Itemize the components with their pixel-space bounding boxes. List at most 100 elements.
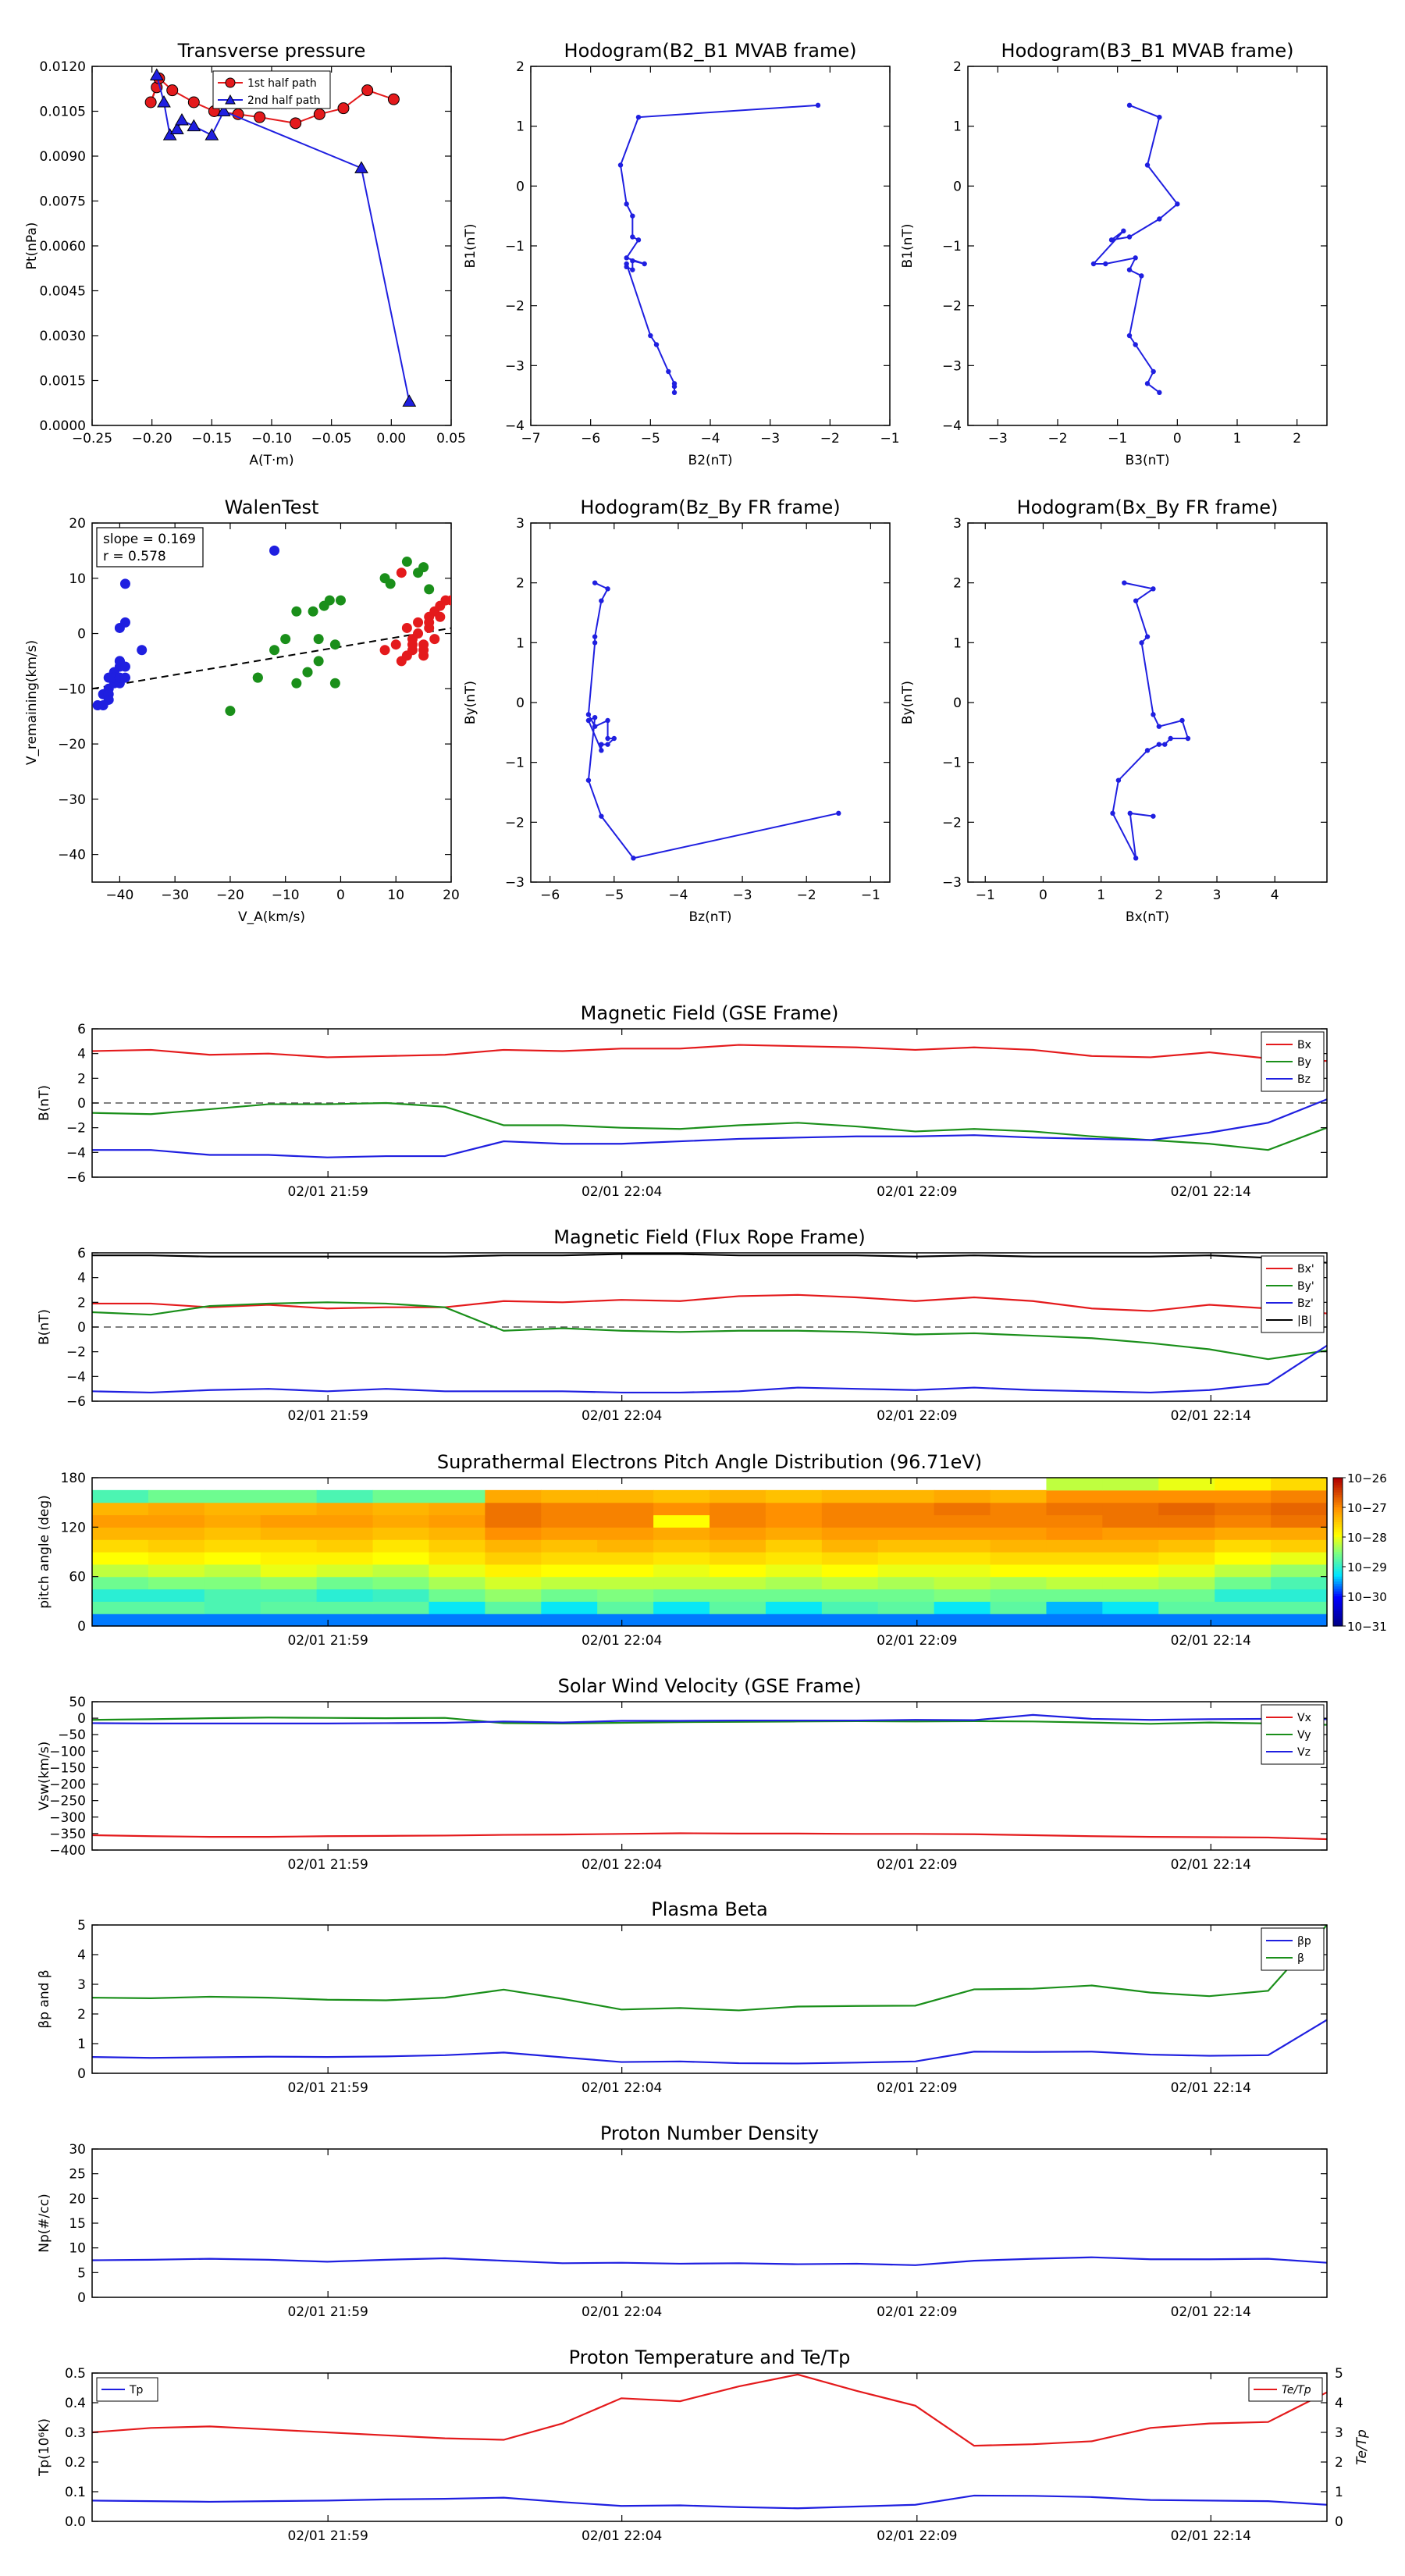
proton-number-density-panel: Proton Number Density 0 5 10 15 20 25 30 02/01 2… — [37, 2122, 1328, 2320]
data-point — [205, 128, 219, 141]
series-group — [617, 102, 821, 396]
data-point — [302, 667, 313, 678]
data-point — [119, 578, 130, 589]
y-tick-label: −3 — [505, 358, 525, 374]
plot-frame — [967, 66, 1328, 426]
y-tick-label: 0.5 — [65, 2366, 86, 2382]
heatmap-cell — [372, 1514, 430, 1528]
x-tick-label: −0.15 — [191, 431, 232, 447]
heatmap-cell — [92, 1564, 149, 1578]
heatmap-cell — [316, 1589, 374, 1602]
heatmap-cell — [148, 1576, 205, 1590]
colorbar-segment — [1333, 1537, 1343, 1540]
heatmap-cell — [429, 1539, 486, 1553]
plot-frame — [91, 66, 452, 426]
plot-frame — [91, 2372, 1328, 2522]
x-tick-label: 4 — [1271, 888, 1279, 903]
x-tick-label: 02/01 22:14 — [1171, 2304, 1251, 2320]
annotation-text: r = 0.578 — [103, 549, 166, 564]
heatmap-cell — [485, 1514, 542, 1528]
heatmap-cell — [653, 1489, 710, 1503]
chart-title: Hodogram(B2_B1 MVAB frame) — [564, 40, 857, 62]
data-point — [1126, 102, 1133, 109]
heatmap-cell — [485, 1589, 542, 1602]
data-point — [1126, 234, 1133, 240]
series-group — [144, 68, 417, 407]
series-group — [1090, 102, 1180, 396]
heatmap-cell — [990, 1614, 1048, 1627]
plot-frame — [530, 66, 891, 426]
data-point — [1157, 114, 1162, 120]
x-tick-label: 1 — [1233, 431, 1242, 447]
x-tick-label: 02/01 21:59 — [287, 2528, 368, 2544]
y-tick-label: 20 — [69, 516, 86, 532]
colorbar-segment — [1333, 1582, 1343, 1585]
heatmap-cell — [821, 1589, 879, 1602]
y2-tick-label: 0 — [1335, 2514, 1343, 2530]
heatmap-cell — [1158, 1489, 1215, 1503]
heatmap-cell — [260, 1502, 318, 1516]
x-tick-label: −20 — [216, 888, 244, 903]
data-point — [630, 258, 635, 264]
data-point — [290, 117, 302, 130]
x-tick-label: 2 — [1154, 888, 1163, 903]
y-tick-label: 0 — [77, 1096, 86, 1112]
data-point — [335, 595, 346, 606]
data-point — [144, 96, 157, 109]
y-tick-label: −50 — [58, 1727, 86, 1743]
heatmap-cell — [541, 1539, 598, 1553]
heatmap-cell — [260, 1539, 318, 1553]
colorbar-segment — [1333, 1593, 1343, 1597]
data-point — [1144, 381, 1151, 386]
data-point — [671, 383, 678, 390]
heatmap-cell — [541, 1527, 598, 1540]
chart-title: Suprathermal Electrons Pitch Angle Distr… — [437, 1451, 982, 1473]
data-point — [630, 213, 635, 219]
chart-title: Plasma Beta — [651, 1898, 767, 1920]
heatmap-cell — [1158, 1478, 1215, 1491]
y-tick-label: −3 — [942, 358, 962, 374]
y-tick-label: −6 — [66, 1170, 86, 1186]
heatmap-cell — [1158, 1502, 1215, 1516]
heatmap-cell — [148, 1489, 205, 1503]
x-tick-label: 02/01 22:04 — [582, 1633, 662, 1649]
legend-label: |B| — [1297, 1315, 1312, 1327]
y-tick-label: −2 — [505, 815, 525, 831]
series-line — [91, 1044, 1328, 1062]
heatmap-cell — [710, 1489, 767, 1503]
data-point — [162, 128, 177, 141]
legend-box — [1261, 1255, 1325, 1333]
colorbar-segment — [1333, 1564, 1343, 1567]
y-tick-label: −100 — [49, 1744, 86, 1759]
legend-label: Vy — [1297, 1729, 1311, 1742]
heatmap-cell — [653, 1514, 710, 1528]
heatmap-cell — [1158, 1539, 1215, 1553]
heatmap-cell — [765, 1489, 823, 1503]
heatmap-cell — [260, 1589, 318, 1602]
heatmap-cell — [316, 1601, 374, 1614]
y-tick-label: −20 — [58, 737, 86, 753]
colorbar-segment — [1333, 1502, 1343, 1506]
heatmap-cell — [934, 1489, 991, 1503]
heatmap-cell — [1215, 1478, 1272, 1491]
colorbar-segment — [1333, 1591, 1343, 1595]
data-point — [313, 634, 324, 645]
heatmap-cell — [821, 1576, 879, 1590]
y-tick-label: 4 — [77, 1948, 86, 1963]
x-tick-label: 10 — [387, 888, 404, 903]
y-tick-label: −4 — [66, 1145, 86, 1161]
colorbar-segment — [1333, 1608, 1343, 1612]
x-tick-label: 02/01 22:14 — [1171, 1184, 1251, 1200]
series-line — [92, 1253, 1328, 1264]
y-axis-label: Vsw(km/s) — [37, 1742, 52, 1811]
x-tick-label: 2 — [1293, 431, 1301, 447]
y-tick-label: 0 — [77, 2066, 86, 2082]
x-tick-label: −3 — [733, 888, 752, 903]
data-point — [119, 661, 130, 672]
heatmap-cell — [821, 1601, 879, 1614]
plot-frame — [91, 1924, 1328, 2074]
y-tick-label: 0.2 — [65, 2455, 86, 2471]
heatmap-cell — [765, 1589, 823, 1602]
y-tick-label: 2 — [77, 1071, 86, 1087]
